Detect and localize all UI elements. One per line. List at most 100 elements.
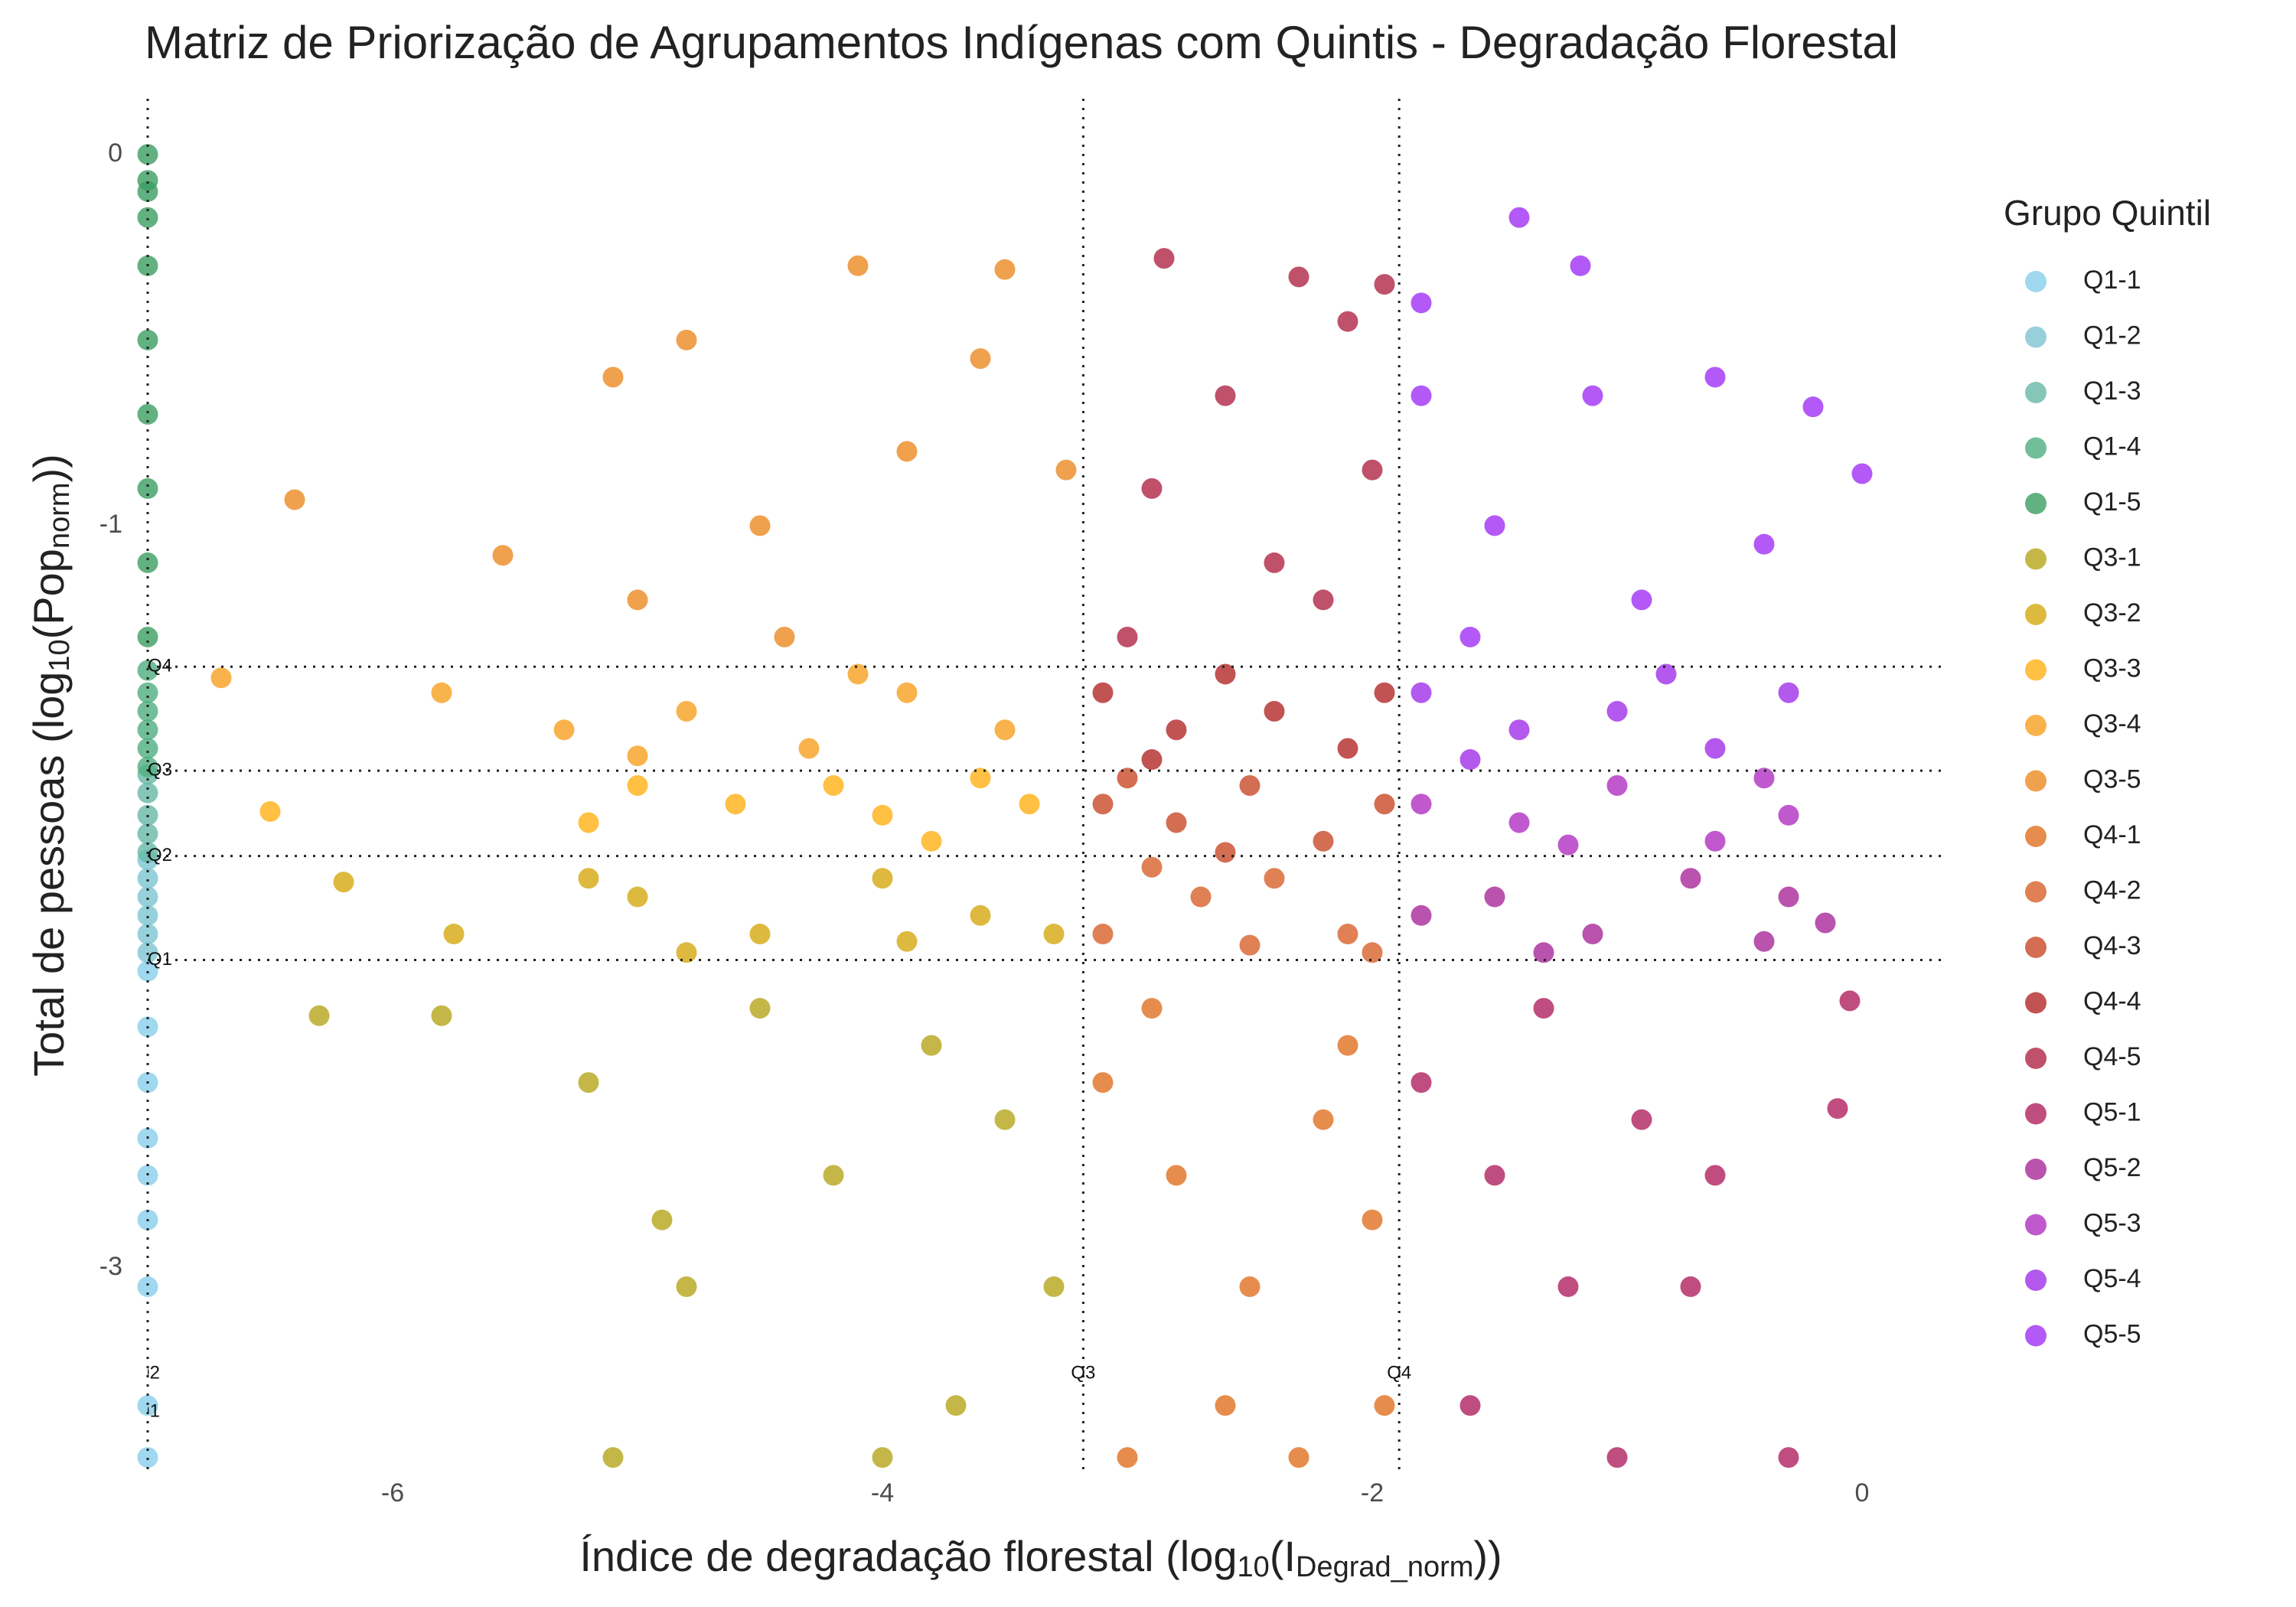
point (896, 682, 918, 703)
point (749, 998, 771, 1019)
point (137, 1447, 158, 1468)
point (1141, 998, 1163, 1019)
point (847, 255, 869, 276)
point (1117, 626, 1138, 647)
point (921, 830, 942, 852)
point (1753, 931, 1775, 952)
legend-label: Q1-1 (2083, 266, 2141, 295)
point (1508, 812, 1530, 833)
point (1680, 868, 1701, 889)
point (1484, 1165, 1505, 1186)
point (1557, 1276, 1579, 1297)
point (1019, 794, 1040, 815)
point (137, 942, 158, 963)
point (578, 868, 599, 889)
point (1778, 886, 1799, 908)
point (1778, 804, 1799, 826)
point (921, 1035, 942, 1056)
legend-swatch (2025, 326, 2047, 348)
quantile-label: Q2 (148, 845, 172, 865)
legend-label: Q5-4 (2083, 1264, 2141, 1293)
legend-label: Q3-5 (2083, 764, 2141, 794)
x-axis-title-part: Índice de degradação florestal (log (579, 1532, 1237, 1580)
point (896, 931, 918, 952)
legend-label: Q4-3 (2083, 931, 2141, 960)
point (627, 589, 648, 611)
x-tick-label: -4 (871, 1478, 894, 1508)
point (1141, 856, 1163, 878)
point (1778, 1447, 1799, 1468)
legend-swatch (2025, 548, 2047, 570)
point (1533, 942, 1554, 963)
point (651, 1209, 673, 1231)
point (676, 329, 697, 350)
point (627, 745, 648, 767)
legend-swatch (2025, 493, 2047, 514)
point (137, 756, 158, 777)
legend-swatch (2025, 715, 2047, 736)
point (749, 924, 771, 945)
point (137, 886, 158, 908)
point (1337, 924, 1358, 945)
legend-swatch (2025, 271, 2047, 292)
legend-label: Q5-5 (2083, 1319, 2141, 1348)
point (1484, 515, 1505, 536)
y-axis-title-sub: 10 (44, 639, 76, 671)
point (137, 782, 158, 804)
x-tick-label: -6 (381, 1478, 404, 1508)
point (137, 738, 158, 759)
point (1153, 248, 1175, 269)
point (333, 872, 354, 893)
point (1190, 886, 1212, 908)
point (1753, 533, 1775, 555)
y-tick-label: -1 (99, 510, 122, 539)
point (1055, 459, 1077, 481)
point (1166, 719, 1187, 741)
legend-swatch (2025, 826, 2047, 847)
point (1215, 385, 1236, 406)
legend-swatch (2025, 1325, 2047, 1347)
point (1337, 738, 1358, 759)
point (1141, 478, 1163, 499)
point (1655, 663, 1677, 685)
point (1680, 1276, 1701, 1297)
point (137, 660, 158, 681)
y-axis-title-part: (Pop (24, 549, 73, 639)
quantile-label: Q1 (148, 949, 172, 970)
point (1337, 311, 1358, 332)
point (1166, 1165, 1187, 1186)
point (676, 700, 697, 722)
point (1092, 682, 1114, 703)
point (492, 545, 514, 566)
quantile-label: Q3 (1071, 1362, 1095, 1383)
point (1215, 663, 1236, 685)
point (896, 441, 918, 462)
point (823, 1165, 844, 1186)
chart-title: Matriz de Priorização de Agrupamentos In… (145, 17, 1898, 68)
point (1753, 768, 1775, 789)
legend-label: Q1-3 (2083, 376, 2141, 406)
point (137, 1276, 158, 1297)
point (1362, 1209, 1383, 1231)
quantile-label: Q4 (1387, 1362, 1411, 1383)
point (1484, 886, 1505, 908)
legend-label: Q3-1 (2083, 543, 2141, 572)
point (945, 1395, 967, 1416)
point (676, 942, 697, 963)
point (1043, 924, 1065, 945)
point (578, 812, 599, 833)
point (137, 868, 158, 889)
point (1362, 459, 1383, 481)
legend-label: Q1-2 (2083, 321, 2141, 350)
legend-swatch (2025, 1270, 2047, 1291)
quantile-label: Q2 (135, 1362, 160, 1383)
point (1704, 367, 1726, 388)
point (774, 626, 795, 647)
point (627, 775, 648, 796)
point (137, 207, 158, 228)
legend-swatch (2025, 604, 2047, 625)
point (1239, 775, 1261, 796)
point (970, 348, 991, 370)
point (1411, 292, 1432, 314)
point (443, 924, 465, 945)
